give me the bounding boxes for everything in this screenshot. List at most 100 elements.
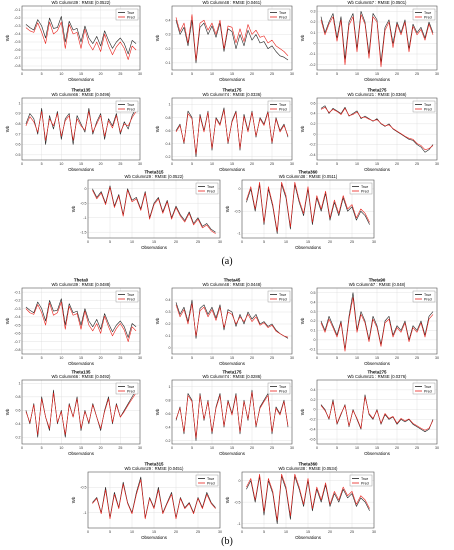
x-tick-label: 20 — [395, 446, 399, 450]
y-axis-label: Wb — [300, 317, 305, 324]
x-tick-label: 0 — [316, 162, 318, 166]
series-line-pred — [175, 303, 289, 338]
y-tick-label: 0.6 — [16, 143, 21, 147]
chart-subtitle: Wb Column48 : RMSE (0.0448) — [203, 282, 262, 287]
x-tick-label: 10 — [284, 530, 288, 534]
y-axis-label: Wb — [300, 125, 305, 132]
legend-box — [115, 100, 139, 113]
legend-label-pred: Pred — [127, 389, 135, 393]
x-tick-label: 0 — [171, 446, 173, 450]
y-tick-label: -1 — [237, 232, 240, 236]
legend-label-pred: Pred — [127, 15, 135, 19]
series-line-pred — [320, 107, 434, 150]
plot-frame — [171, 379, 293, 445]
legend-box — [115, 290, 139, 303]
x-tick-label: 0 — [316, 446, 318, 450]
plot-frame — [171, 5, 293, 71]
x-tick-label: 0 — [21, 162, 23, 166]
y-tick-label: 1 — [19, 382, 21, 386]
y-tick-label: 0.1 — [166, 61, 171, 65]
series-line-pred — [25, 21, 137, 60]
y-tick-label: 0.1 — [311, 329, 316, 333]
x-tick-label: 15 — [375, 446, 379, 450]
x-tick-label: 15 — [375, 356, 379, 360]
x-tick-label: 10 — [59, 446, 63, 450]
y-tick-label: 0.1 — [166, 334, 171, 338]
x-tick-label: 5 — [41, 72, 43, 76]
series-line-pred — [320, 396, 434, 431]
plot-frame — [316, 287, 438, 355]
legend-box — [412, 290, 436, 303]
x-tick-label: 20 — [328, 530, 332, 534]
y-tick-label: -0.4 — [309, 153, 315, 157]
y-tick-label: -0.4 — [309, 427, 315, 431]
legend-label-true: True — [127, 385, 134, 389]
x-tick-label: 10 — [210, 72, 214, 76]
x-tick-label: 10 — [59, 72, 63, 76]
x-tick-label: 25 — [270, 72, 274, 76]
x-tick-label: 25 — [118, 356, 122, 360]
chart-subtitle: Wb Column21 : RMSE (0.0366) — [348, 92, 407, 97]
chart-subtitle: Wb Column29 : RMSE (0.0522) — [125, 174, 184, 179]
y-tick-label: -0.3 — [14, 307, 20, 311]
x-axis-label: Observations — [219, 77, 246, 82]
x-tick-label: 5 — [191, 446, 193, 450]
y-tick-label: 0 — [239, 187, 241, 191]
y-axis-label: Wb — [71, 496, 76, 503]
series-line-true — [25, 16, 137, 55]
y-tick-label: -0.5 — [234, 500, 240, 504]
x-tick-label: 15 — [230, 446, 234, 450]
x-axis-label: Observations — [295, 245, 322, 250]
plot-frame — [21, 379, 141, 445]
y-tick-label: 0 — [85, 187, 87, 191]
y-tick-label: 0.8 — [16, 122, 21, 126]
series-line-pred — [246, 473, 370, 521]
x-tick-label: 10 — [210, 356, 214, 360]
x-tick-label: 30 — [290, 446, 294, 450]
x-tick-label: 5 — [336, 162, 338, 166]
x-tick-label: 10 — [355, 446, 359, 450]
x-tick-label: 15 — [230, 356, 234, 360]
y-axis-label: Wb — [5, 34, 10, 41]
plot-frame — [241, 179, 375, 239]
x-tick-label: 20 — [328, 240, 332, 244]
x-tick-label: 20 — [174, 240, 178, 244]
x-tick-label: 25 — [350, 240, 354, 244]
chart-subtitle: Wb Column48 : RMSE (0.0461) — [203, 0, 262, 5]
x-axis-label: Observations — [219, 361, 246, 366]
y-tick-label: 0.4 — [166, 142, 171, 146]
y-tick-label: -0.2 — [309, 418, 315, 422]
x-tick-label: 30 — [138, 72, 142, 76]
x-tick-label: 25 — [118, 72, 122, 76]
chart-subtitle: Wb Column21 : RMSE (0.0376) — [348, 374, 407, 379]
x-axis-label: Observations — [364, 451, 391, 456]
y-tick-label: 0 — [169, 346, 171, 350]
y-axis-label: Wb — [155, 317, 160, 324]
legend-box — [115, 382, 139, 395]
legend-label-pred: Pred — [279, 389, 287, 393]
x-tick-label: 15 — [306, 530, 310, 534]
x-tick-label: 10 — [355, 356, 359, 360]
x-tick-label: 20 — [99, 162, 103, 166]
plot-frame — [21, 5, 141, 71]
x-tick-label: 25 — [350, 530, 354, 534]
legend-label-true: True — [279, 11, 286, 15]
legend-label-pred: Pred — [424, 15, 432, 19]
y-axis-label: Wb — [225, 205, 230, 212]
y-tick-label: 0.9 — [16, 112, 21, 116]
y-tick-label: 0.4 — [166, 18, 171, 22]
x-tick-label: 5 — [191, 356, 193, 360]
x-tick-label: 5 — [191, 162, 193, 166]
x-axis-label: Observations — [364, 77, 391, 82]
x-tick-label: 20 — [250, 72, 254, 76]
legend-box — [195, 474, 219, 487]
chart-title: Theta360 — [298, 170, 318, 175]
y-tick-label: 0.6 — [311, 101, 316, 105]
x-tick-label: 30 — [435, 446, 439, 450]
chart-subtitle: Wb Column57 : RMSE (0.0501) — [348, 0, 407, 5]
plot-frame — [21, 287, 141, 355]
